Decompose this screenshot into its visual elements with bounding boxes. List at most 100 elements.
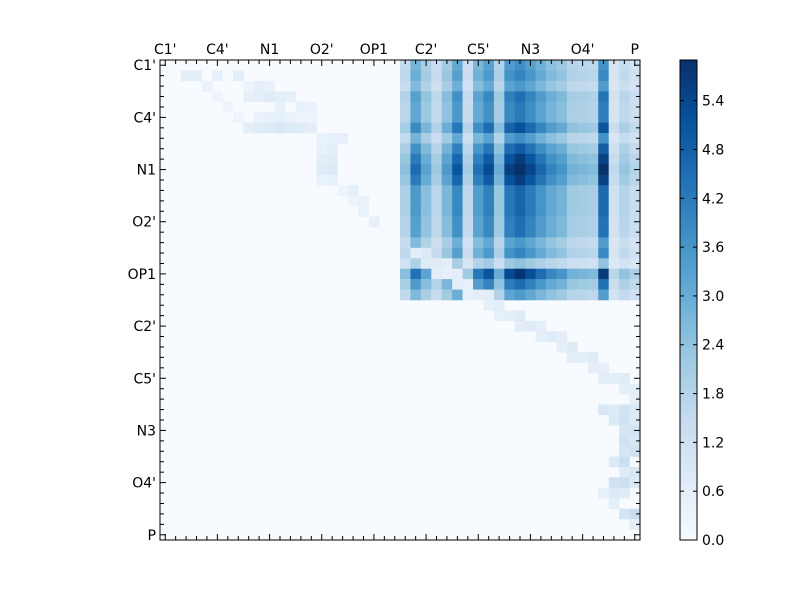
heatmap-cell: [462, 247, 474, 259]
heatmap-cell: [514, 226, 526, 238]
heatmap-cell: [608, 414, 620, 426]
heatmap-cell: [629, 226, 641, 238]
heatmap-cell: [629, 258, 641, 269]
heatmap-cell: [629, 70, 641, 82]
heatmap-cell: [619, 206, 630, 217]
heatmap-cell: [619, 185, 630, 196]
heatmap-cell: [473, 268, 484, 280]
heatmap-cell: [629, 446, 641, 457]
heatmap-cell: [525, 268, 536, 280]
heatmap-cell: [264, 91, 276, 103]
heatmap-cell: [514, 185, 526, 196]
heatmap-cell: [274, 122, 286, 134]
heatmap-cell: [535, 153, 547, 165]
heatmap-cell: [577, 279, 589, 290]
heatmap-cell: [629, 466, 641, 478]
heatmap-cell: [608, 112, 620, 123]
heatmap-cell: [473, 122, 484, 134]
heatmap-cell: [525, 237, 536, 249]
x-tick-label: N1: [260, 42, 279, 58]
heatmap-cell: [598, 195, 609, 207]
heatmap-cell: [400, 101, 411, 113]
heatmap-cell: [587, 70, 599, 82]
heatmap-cell: [598, 143, 609, 155]
heatmap-cell: [556, 133, 568, 144]
heatmap-cell: [525, 122, 536, 134]
heatmap-cell: [462, 258, 474, 269]
heatmap-cell: [608, 91, 620, 103]
heatmap-cell: [400, 133, 411, 144]
heatmap-cell: [577, 174, 589, 186]
heatmap-cell: [410, 91, 422, 103]
heatmap-cell: [410, 279, 422, 290]
heatmap-cell: [400, 185, 411, 196]
heatmap-cell: [473, 206, 484, 217]
heatmap-cell: [566, 174, 578, 186]
colorbar-tick-label: 0.6: [702, 484, 724, 500]
heatmap-cell: [493, 133, 505, 144]
heatmap-cell: [608, 247, 620, 259]
heatmap-cell: [619, 435, 630, 447]
heatmap-cell: [598, 404, 609, 416]
heatmap-cell: [452, 216, 463, 228]
heatmap-cell: [619, 226, 630, 238]
heatmap-cell: [608, 133, 620, 144]
heatmap-cell: [619, 112, 630, 123]
heatmap-cell: [598, 289, 609, 301]
heatmap-cell: [608, 153, 620, 165]
heatmap-cell: [483, 216, 495, 228]
colorbar-ticks: 0.0 0.6 1.2 1.8 2.4 3.0 3.6 4.2 4.8 5.4: [680, 94, 724, 549]
heatmap-cell: [535, 174, 547, 186]
heatmap-cell: [452, 60, 463, 71]
heatmap-cell: [535, 226, 547, 238]
heatmap-cell: [400, 164, 411, 176]
heatmap-cell: [608, 487, 620, 499]
heatmap-cell: [556, 70, 568, 82]
heatmap-cell: [525, 164, 536, 176]
heatmap-cell: [587, 80, 599, 92]
heatmap-cell: [441, 216, 453, 228]
heatmap-cell: [493, 164, 505, 176]
heatmap-cell: [441, 195, 453, 207]
heatmap-cell: [410, 70, 422, 82]
heatmap-cell: [420, 122, 432, 134]
heatmap-cell: [598, 362, 609, 374]
axis-ticks: [160, 60, 640, 540]
heatmap-cell: [400, 80, 411, 92]
heatmap-cell: [629, 279, 641, 290]
heatmap-cell: [400, 112, 411, 123]
heatmap-cell: [473, 195, 484, 207]
heatmap-cell: [493, 289, 505, 301]
heatmap-cell: [473, 216, 484, 228]
heatmap-cell: [587, 279, 599, 290]
heatmap-cell: [473, 112, 484, 123]
heatmap-cell: [462, 268, 474, 280]
heatmap-cell: [420, 70, 432, 82]
heatmap-cell: [556, 143, 568, 155]
heatmap-cell: [410, 185, 422, 196]
heatmap-cell: [431, 268, 443, 280]
heatmap-cell: [629, 206, 641, 217]
heatmap-cell: [462, 143, 474, 155]
heatmap-cell: [431, 80, 443, 92]
heatmap-cell: [493, 112, 505, 123]
heatmap-cell: [493, 226, 505, 238]
heatmap-cell: [316, 174, 328, 186]
heatmap-cell: [608, 237, 620, 249]
heatmap-cell: [546, 237, 557, 249]
heatmap-cell: [400, 153, 411, 165]
heatmap-cell: [546, 164, 557, 176]
heatmap-cell: [619, 414, 630, 426]
heatmap-cell: [577, 237, 589, 249]
heatmap-cell: [264, 80, 276, 92]
heatmap-cell: [368, 216, 380, 228]
heatmap-cell: [525, 320, 536, 332]
heatmap-cell: [504, 101, 516, 113]
heatmap-cell: [535, 122, 547, 134]
heatmap-cell: [587, 258, 599, 269]
heatmap-cell: [441, 80, 453, 92]
heatmap-cell: [483, 101, 495, 113]
heatmap-cell: [525, 174, 536, 186]
heatmap-cell: [306, 101, 317, 113]
